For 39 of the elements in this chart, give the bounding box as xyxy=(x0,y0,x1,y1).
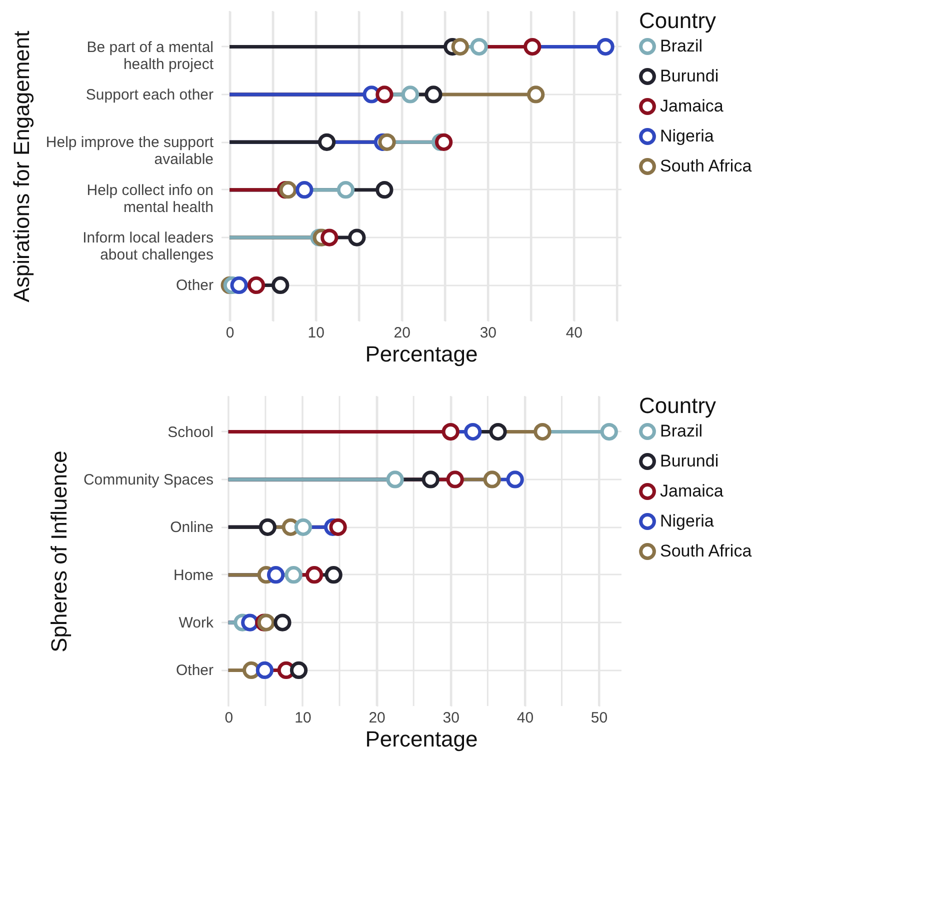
x-tick-label: 30 xyxy=(480,324,497,342)
y-tick-label: Support each other xyxy=(86,86,214,104)
y-tick-label: Community Spaces xyxy=(83,471,214,488)
legend-label: Burundi xyxy=(660,452,719,470)
x-tick-label: 0 xyxy=(226,324,234,342)
y-tick-label: Be part of a mental health project xyxy=(86,38,214,73)
y-tick-label: Home xyxy=(173,566,214,584)
legend-label: Jamaica xyxy=(660,96,724,116)
x-tick-label: 40 xyxy=(566,324,583,342)
legend-title: Country xyxy=(639,8,716,33)
y-axis-title: Aspirations for Engagement xyxy=(8,30,34,302)
x-tick-label: 50 xyxy=(590,710,608,726)
y-axis-title: Spheres of Influence xyxy=(46,450,72,652)
x-axis-title: Percentage xyxy=(365,726,478,752)
legend-label: Jamaica xyxy=(660,482,724,500)
y-tick-label: Inform local leaders about challenges xyxy=(82,230,214,264)
legend-title: Country xyxy=(639,393,716,418)
legend-label: South Africa xyxy=(660,542,752,560)
y-tick-label: Work xyxy=(178,614,214,632)
y-tick-label: Help improve the support available xyxy=(46,134,214,168)
x-tick-label: 20 xyxy=(394,324,410,342)
x-axis-title: Percentage xyxy=(365,342,478,366)
legend-label: South Africa xyxy=(660,156,752,176)
y-tick-label: Help collect info on mental health xyxy=(86,182,214,216)
legend-label: Brazil xyxy=(660,422,703,440)
x-tick-label: 40 xyxy=(516,710,534,726)
x-tick-label: 10 xyxy=(294,710,312,726)
y-tick-label: Online xyxy=(170,519,214,536)
y-tick-label: School xyxy=(168,424,214,441)
y-tick-label: Other xyxy=(176,662,214,680)
legend-label: Nigeria xyxy=(660,512,714,530)
x-tick-label: 20 xyxy=(368,710,386,726)
legend-label: Brazil xyxy=(660,36,703,56)
y-tick-label: Other xyxy=(176,277,214,294)
x-tick-label: 10 xyxy=(308,324,324,342)
legend-label: Burundi xyxy=(660,66,719,86)
x-tick-label: 30 xyxy=(442,710,460,726)
legend-label: Nigeria xyxy=(660,126,714,146)
x-tick-label: 0 xyxy=(224,710,234,726)
